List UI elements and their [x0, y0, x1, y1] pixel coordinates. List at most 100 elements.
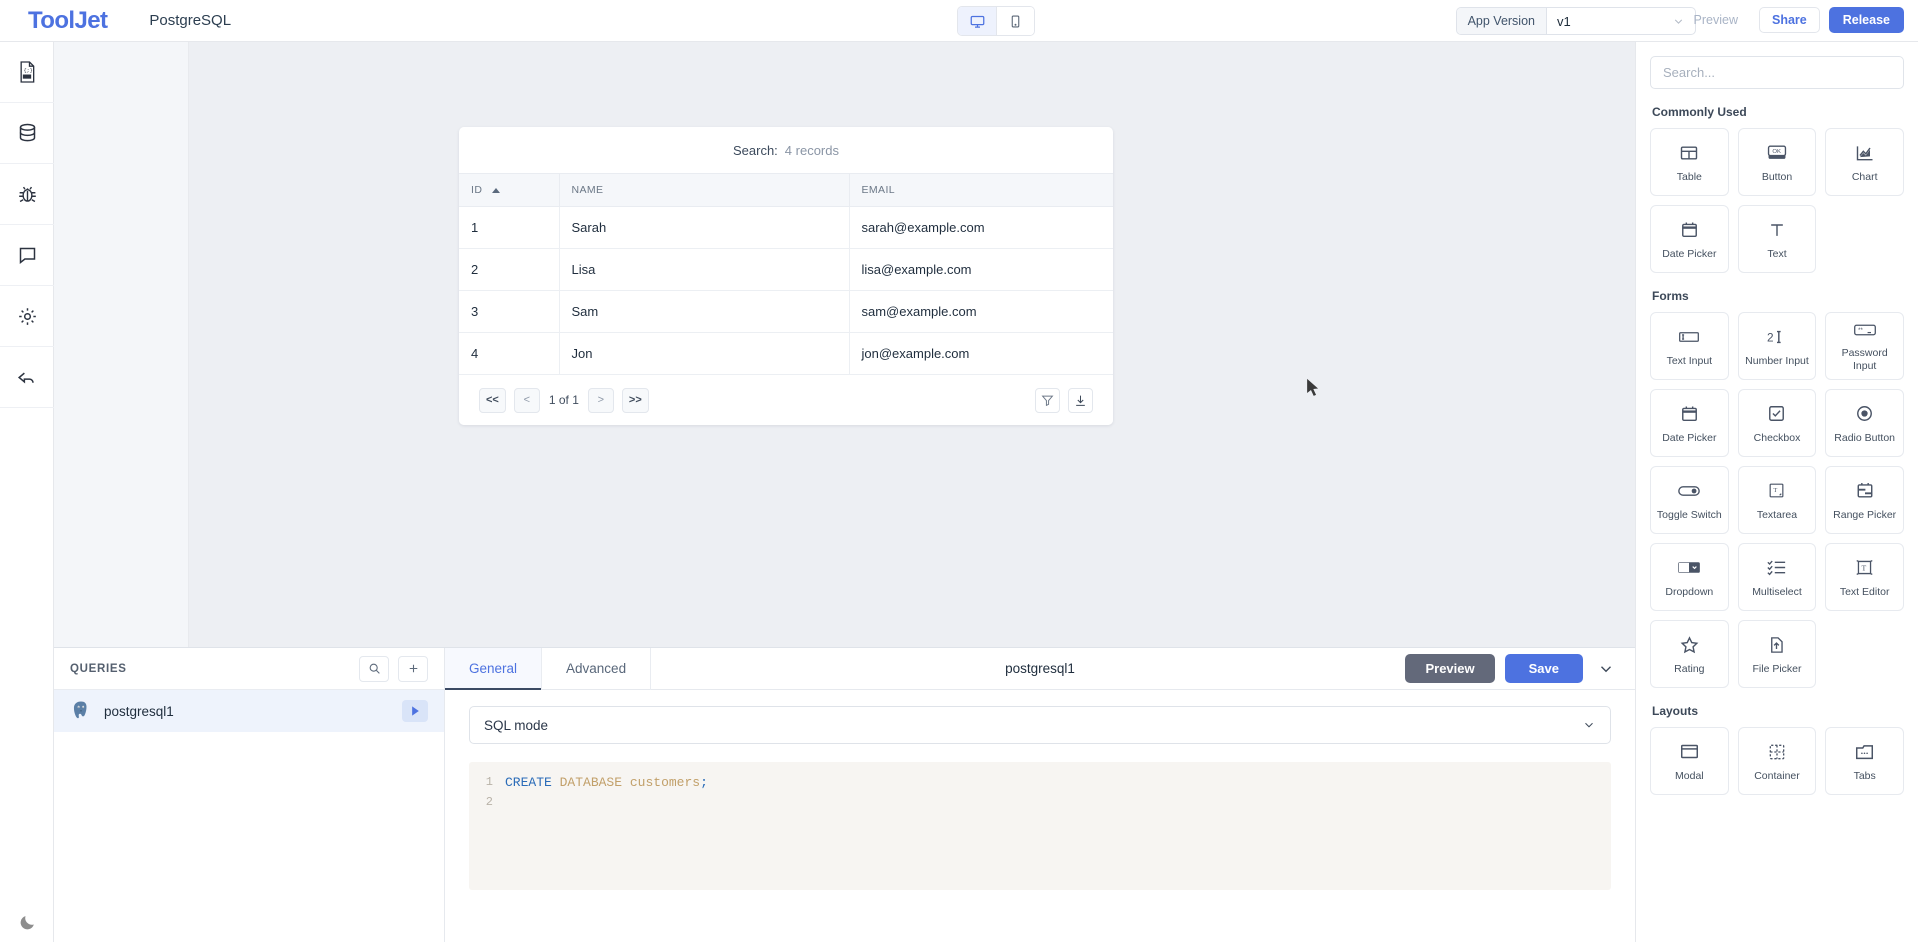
code-line: 2	[469, 792, 1611, 812]
component-label: File Picker	[1752, 662, 1802, 675]
component-file-picker[interactable]: File Picker	[1737, 620, 1817, 688]
search-icon	[368, 662, 381, 675]
canvas-surface[interactable]: Search: 4 records ID NAME EMAIL	[189, 42, 1635, 647]
tooljet-logo[interactable]: ToolJet	[28, 6, 108, 34]
component-label: Password Input	[1841, 346, 1888, 372]
table-row[interactable]: 1 Sarah sarah@example.com	[459, 206, 1113, 249]
sidebar-item-datasources[interactable]	[0, 103, 54, 164]
component-search-input[interactable]	[1650, 56, 1904, 89]
app-version-group[interactable]: App Version v1	[1455, 7, 1696, 35]
svg-text:T: T	[1774, 488, 1778, 495]
app-name[interactable]: PostgreSQL	[149, 12, 232, 29]
share-button[interactable]: Share	[1758, 7, 1820, 33]
table-record-count: 4 records	[784, 142, 839, 158]
sidebar-item-debugger[interactable]	[0, 164, 54, 225]
component-password-input[interactable]: ** Password Input	[1825, 312, 1904, 380]
release-button[interactable]: Release	[1828, 7, 1904, 33]
component-toggle-switch[interactable]: Toggle Switch	[1650, 466, 1729, 534]
component-text-input[interactable]: Text Input	[1650, 312, 1729, 380]
component-rating[interactable]: Rating	[1650, 620, 1729, 688]
filter-button[interactable]	[1035, 387, 1060, 413]
table-pagination-footer: << < 1 of 1 > >>	[459, 375, 1113, 425]
table-body: 1 Sarah sarah@example.com 2 Lisa lisa@ex…	[459, 206, 1113, 375]
component-range-picker[interactable]: Range Picker	[1825, 466, 1904, 534]
table-row[interactable]: 2 Lisa lisa@example.com	[459, 248, 1113, 291]
component-button[interactable]: OK Button	[1737, 128, 1817, 196]
component-dropdown[interactable]: Dropdown	[1650, 543, 1729, 611]
moon-icon	[18, 913, 37, 932]
component-multiselect[interactable]: Multiselect	[1737, 543, 1817, 611]
filter-icon	[1041, 394, 1054, 407]
component-label: Radio Button	[1834, 431, 1896, 444]
pagination-first-button[interactable]: <<	[479, 387, 506, 413]
tab-advanced[interactable]: Advanced	[542, 647, 652, 690]
collapse-panel-button[interactable]	[1593, 656, 1619, 682]
tab-general[interactable]: General	[445, 647, 543, 690]
table-col-id-label: ID	[471, 184, 483, 196]
sort-ascending-icon	[491, 187, 500, 193]
table-col-id[interactable]: ID	[459, 173, 560, 207]
query-list-item-postgresql1[interactable]: postgresql1	[54, 690, 444, 732]
download-button[interactable]	[1068, 387, 1093, 413]
code-line: 1 CREATE DATABASE customers;	[469, 772, 1611, 792]
queries-header-actions	[359, 655, 428, 682]
undo-arrow-icon	[16, 367, 38, 388]
component-checkbox[interactable]: Checkbox	[1737, 389, 1817, 457]
cell-name: Jon	[559, 332, 850, 375]
component-container[interactable]: Container	[1737, 727, 1817, 795]
table-row[interactable]: 3 Sam sam@example.com	[459, 290, 1113, 333]
component-date-picker-forms[interactable]: Date Picker	[1650, 389, 1729, 457]
app-version-select[interactable]: v1	[1547, 8, 1695, 34]
sql-code-editor[interactable]: 1 CREATE DATABASE customers; 2	[469, 762, 1611, 890]
component-modal[interactable]: Modal	[1650, 727, 1729, 795]
component-textarea[interactable]: T Textarea	[1737, 466, 1817, 534]
component-tabs[interactable]: Tabs	[1825, 727, 1904, 795]
pagination-last-button[interactable]: >>	[621, 387, 649, 413]
preview-query-button[interactable]: Preview	[1405, 654, 1495, 683]
sql-mode-select[interactable]: SQL mode	[469, 706, 1611, 744]
component-chart[interactable]: Chart	[1825, 128, 1904, 196]
preview-button-top[interactable]: Preview	[1682, 7, 1750, 33]
component-label: Tabs	[1853, 769, 1876, 782]
component-date-picker[interactable]: Date Picker	[1650, 205, 1729, 273]
token-keyword: CREATE	[505, 774, 552, 790]
component-text[interactable]: Text	[1737, 205, 1817, 273]
save-query-button[interactable]: Save	[1504, 654, 1583, 683]
table-col-name[interactable]: NAME	[559, 173, 850, 207]
component-text-editor[interactable]: T Text Editor	[1825, 543, 1904, 611]
mobile-view-button[interactable]	[996, 7, 1034, 35]
sidebar-item-undo[interactable]	[0, 347, 54, 408]
plus-icon	[407, 662, 420, 675]
queries-search-button[interactable]	[359, 655, 389, 682]
component-panel: Commonly Used Table OK Button	[1635, 42, 1918, 942]
checkbox-icon	[1767, 401, 1786, 427]
sidebar-item-page-source[interactable]: {;}	[0, 42, 54, 103]
pagination-prev-button[interactable]: <	[513, 387, 540, 413]
container-icon	[1767, 739, 1787, 765]
desktop-view-button[interactable]	[958, 7, 996, 35]
pagination-next-button[interactable]: >	[587, 387, 614, 413]
component-table[interactable]: Table	[1650, 128, 1729, 196]
table-col-email[interactable]: EMAIL	[849, 173, 1113, 207]
bug-icon	[17, 184, 38, 205]
table-icon	[1679, 140, 1699, 166]
queries-add-button[interactable]	[398, 655, 428, 682]
theme-toggle-button[interactable]	[0, 913, 54, 932]
table-header-row: ID NAME EMAIL	[459, 173, 1113, 207]
bottom-panel: QUERIES	[54, 647, 1635, 942]
sidebar-item-comments[interactable]	[0, 225, 54, 286]
table-widget[interactable]: Search: 4 records ID NAME EMAIL	[459, 127, 1113, 425]
component-label: Dropdown	[1665, 585, 1714, 598]
sidebar-item-settings[interactable]	[0, 286, 54, 347]
section-title-layouts: Layouts	[1652, 704, 1699, 718]
component-label: Container	[1754, 769, 1800, 782]
data-table[interactable]: ID NAME EMAIL 1 Sarah	[459, 173, 1113, 375]
run-query-button[interactable]	[402, 700, 428, 722]
device-toggle[interactable]	[957, 6, 1035, 36]
component-radio-button[interactable]: Radio Button	[1825, 389, 1904, 457]
app-canvas[interactable]: Search: 4 records ID NAME EMAIL	[54, 42, 1635, 647]
app-version-value: v1	[1557, 13, 1571, 29]
table-row[interactable]: 4 Jon jon@example.com	[459, 332, 1113, 375]
calendar-icon	[1680, 217, 1699, 243]
component-number-input[interactable]: 2 Number Input	[1737, 312, 1817, 380]
